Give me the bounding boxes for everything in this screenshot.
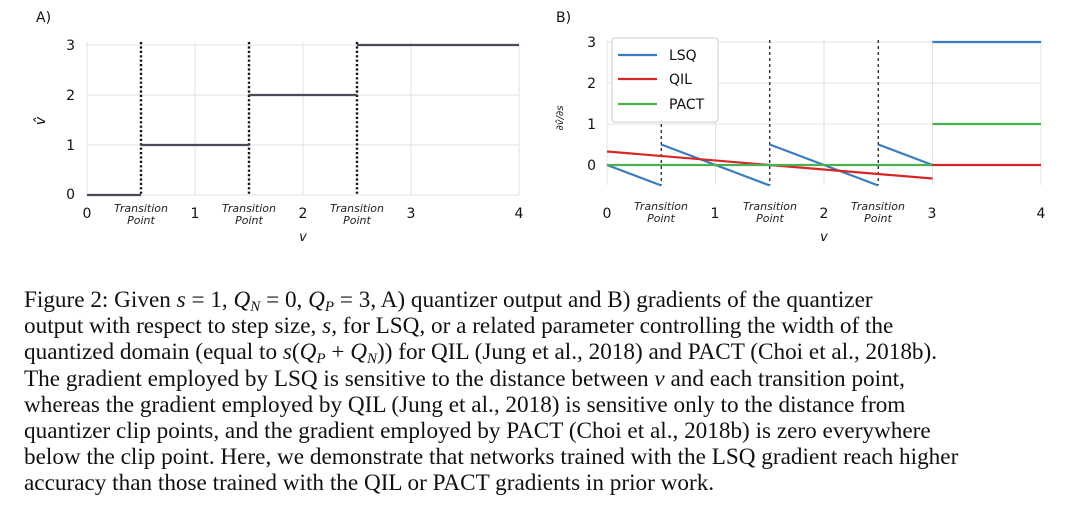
- math-q: Q: [299, 339, 317, 366]
- math-v: v: [654, 365, 665, 392]
- caption-text: , for LSQ, or a related parameter contro…: [331, 313, 894, 340]
- caption-text: = 3, A) quantizer output and B) gradient…: [334, 287, 873, 313]
- panel-b-x-tick: 1: [711, 206, 720, 222]
- caption-text: +: [325, 339, 351, 366]
- panel-a-x-ticks: 0 1 2 3 4: [83, 206, 524, 222]
- math-s: s: [282, 339, 292, 366]
- panel-a-y-tick: 2: [66, 88, 75, 104]
- panel-b-y-tick: 3: [587, 35, 596, 51]
- transition-label: Transition: [851, 200, 905, 213]
- panel-b-transition-labels: Transition Point Transition Point Transi…: [634, 200, 905, 225]
- caption-text: = 1,: [185, 287, 234, 313]
- math-sub-p: P: [316, 351, 326, 368]
- series-segment-lsq: [606, 163, 662, 187]
- panel-b-x-ticks: 0 1 2 3 4: [603, 206, 1046, 222]
- panel-b-x-tick: 3: [928, 206, 937, 222]
- transition-label: Point: [756, 212, 784, 225]
- legend-label-pact: PACT: [669, 97, 705, 113]
- panel-b-series: [606, 40, 1041, 187]
- panel-b-y-ticks: 0 1 2 3: [587, 35, 596, 174]
- figure-caption: Figure 2: Given s = 1, QN = 0, QP = 3, A…: [24, 287, 1064, 497]
- caption-text: = 0,: [260, 287, 309, 313]
- transition-label: Transition: [634, 200, 688, 213]
- caption-text: Figure 2: Given: [24, 287, 177, 313]
- panel-a-transition-labels: Transition Point Transition Point Transi…: [114, 202, 384, 227]
- panel-b-x-tick: 2: [820, 206, 829, 222]
- panel-a-transition-lines: [139, 42, 359, 195]
- panel-a-series: [87, 43, 519, 197]
- panel-a-y-tick: 1: [66, 138, 75, 154]
- panel-b: B) 0 1 2 3 0 1 2 3 4 Transition Point Tr…: [554, 10, 1046, 245]
- panel-a-x-tick: 4: [515, 206, 524, 222]
- panel-b-y-label: ∂v̂/∂s: [554, 106, 566, 131]
- panel-a-x-tick: 0: [83, 206, 92, 222]
- legend-frame: [611, 37, 719, 123]
- panel-a-y-tick: 3: [66, 38, 75, 54]
- caption-text: output with respect to step size,: [24, 313, 323, 340]
- transition-label: Point: [647, 212, 675, 225]
- legend-label-qil: QIL: [669, 72, 692, 88]
- panel-b-x-tick: 0: [603, 206, 612, 222]
- transition-label: Point: [864, 212, 892, 225]
- panel-a-y-tick: 0: [66, 187, 75, 203]
- figure-2: A) 0 1 2 3 0 1 2 3 4 Transition Point Tr…: [33, 10, 1046, 245]
- caption-line-2: output with respect to step size, s, for…: [24, 313, 1064, 339]
- panel-a-gridlines: [86, 42, 520, 196]
- caption-line-6: quantizer clip points, and the gradient …: [24, 417, 931, 444]
- panel-a-x-tick: 3: [407, 206, 416, 222]
- transition-label: Transition: [330, 202, 384, 215]
- math-s: s: [176, 287, 186, 313]
- caption-line-7: below the clip point. Here, we demonstra…: [24, 444, 959, 471]
- math-q: Q: [308, 287, 325, 313]
- caption-line-5: whereas the gradient employed by QIL (Ju…: [24, 391, 906, 418]
- math-s: s: [322, 313, 332, 340]
- transition-label: Point: [127, 214, 155, 227]
- transition-label: Point: [235, 214, 263, 227]
- caption-text: The gradient employed by LSQ is sensitiv…: [24, 365, 655, 392]
- panel-b-y-tick: 1: [587, 117, 596, 133]
- panel-b-x-label: v: [820, 230, 828, 245]
- panel-a-y-ticks: 0 1 2 3: [66, 38, 75, 203]
- transition-label: Transition: [743, 200, 797, 213]
- transition-label: Transition: [222, 202, 276, 215]
- caption-line-8: accuracy than those trained with the QIL…: [24, 470, 715, 497]
- panel-a-x-tick: 1: [191, 206, 200, 222]
- panel-b-label: B): [556, 10, 571, 26]
- series-segment-lsq: [877, 143, 933, 167]
- math-q: Q: [233, 287, 251, 313]
- caption-text: )) for QIL (Jung et al., 2018) and PACT …: [376, 339, 938, 366]
- math-sub-n: N: [366, 351, 377, 368]
- panel-b-y-tick: 0: [587, 158, 596, 174]
- caption-text: (: [291, 339, 300, 366]
- panel-b-y-tick: 2: [587, 76, 596, 92]
- caption-line-4: The gradient employed by LSQ is sensitiv…: [24, 366, 1064, 392]
- transition-label: Transition: [114, 202, 168, 215]
- legend-label-lsq: LSQ: [669, 48, 697, 64]
- panel-b-x-tick: 4: [1037, 206, 1046, 222]
- legend: LSQ QIL PACT: [611, 37, 719, 123]
- panel-a-y-label: v̂: [33, 116, 49, 125]
- caption-text: and each transition point,: [664, 365, 905, 392]
- panel-a-x-label: v: [299, 230, 307, 245]
- caption-line-1: Figure 2: Given s = 1, QN = 0, QP = 3, A…: [24, 287, 1064, 315]
- math-sub-p: P: [324, 299, 335, 315]
- panel-a: A) 0 1 2 3 0 1 2 3 4 Transition Point Tr…: [33, 10, 524, 245]
- caption-line-3: quantized domain (equal to s(QP + QN)) f…: [24, 339, 1064, 368]
- math-sub-n: N: [250, 299, 261, 315]
- panel-a-label: A): [36, 10, 51, 26]
- panel-a-x-tick: 2: [299, 206, 308, 222]
- caption-text: quantized domain (equal to: [24, 339, 283, 366]
- math-q: Q: [350, 339, 367, 366]
- transition-label: Point: [343, 214, 371, 227]
